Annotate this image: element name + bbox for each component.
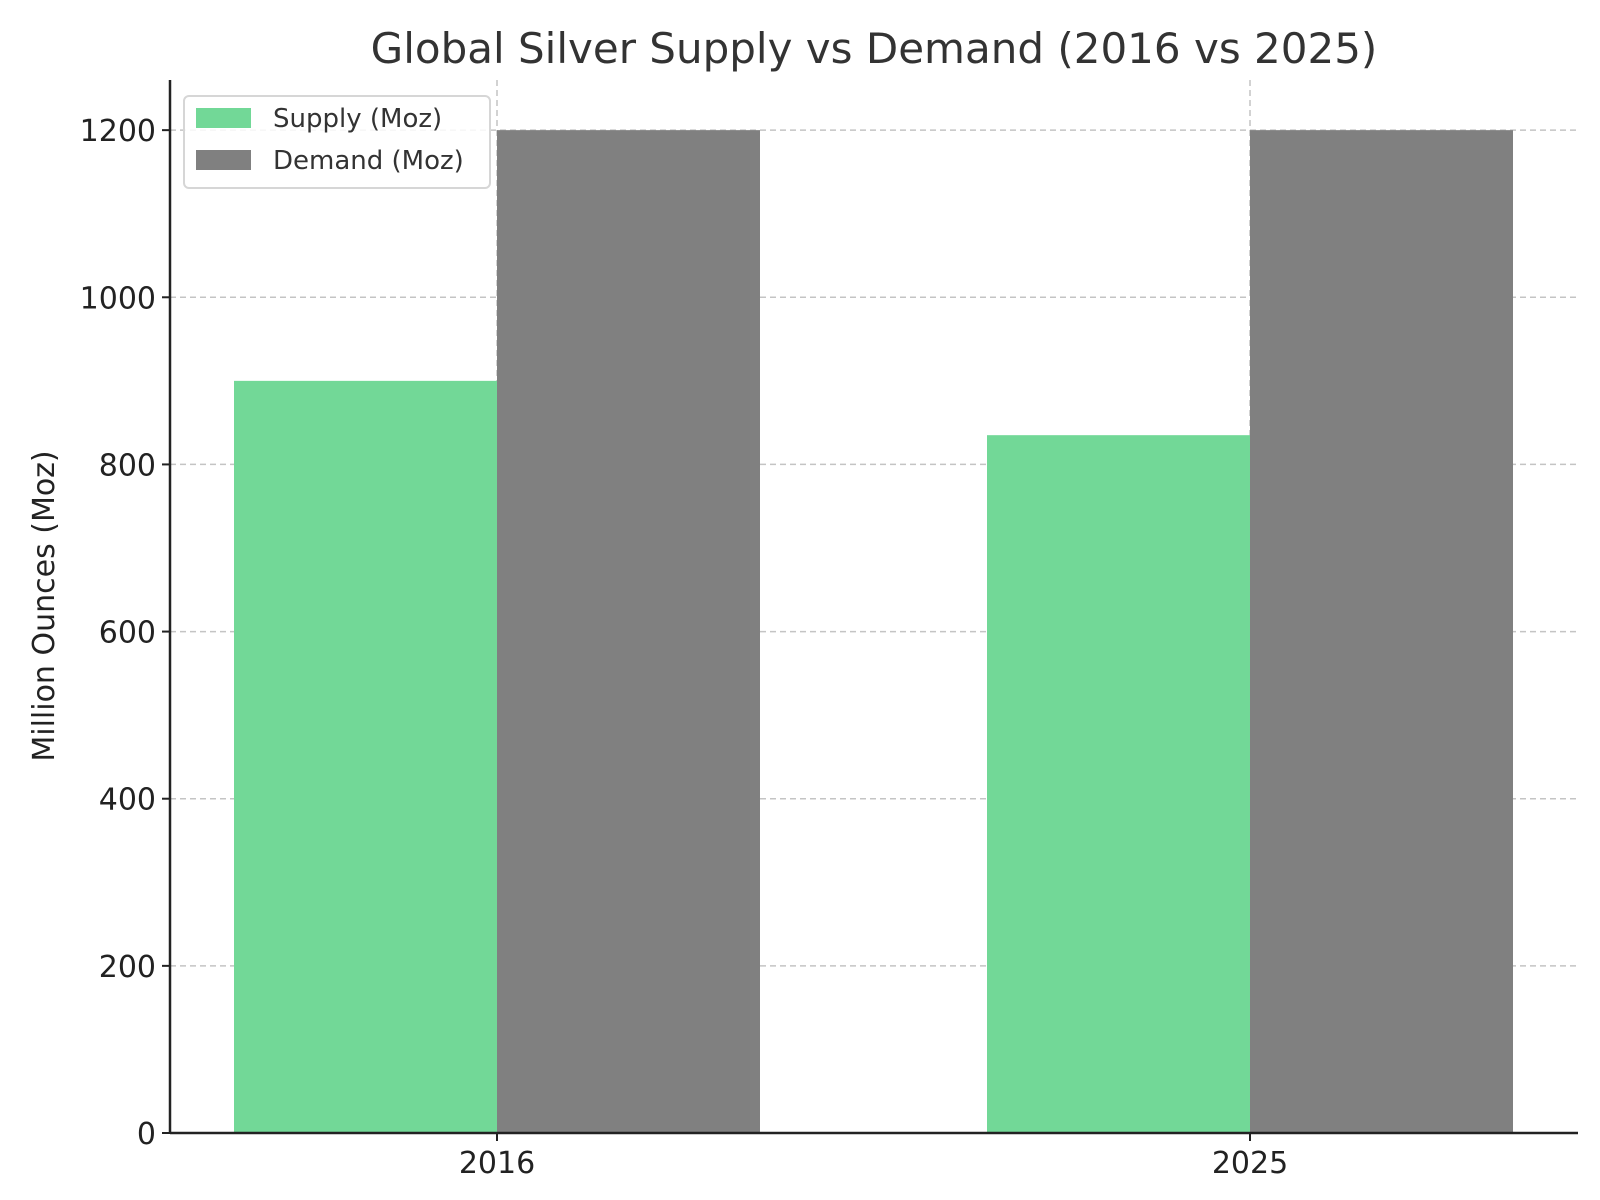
- legend-label: Supply (Moz): [273, 104, 442, 134]
- legend: Supply (Moz) Demand (Moz): [183, 95, 491, 189]
- y-tick-label: 200: [99, 950, 156, 985]
- x-tick-label: 2025: [1212, 1146, 1288, 1181]
- legend-frame: [183, 95, 491, 189]
- y-tick-label: 1000: [80, 281, 156, 316]
- bar-supply-2016: [234, 380, 497, 1133]
- bars: [234, 130, 1513, 1134]
- legend-swatch: [196, 108, 251, 128]
- legend-swatch: [196, 150, 251, 170]
- tick-labels: 0 200 400 600 800 1000 1200 2016 2025: [80, 114, 1289, 1181]
- y-tick-label: 400: [99, 783, 156, 818]
- y-tick-label: 0: [137, 1117, 156, 1152]
- y-tick-label: 800: [99, 448, 156, 483]
- x-tick-label: 2016: [459, 1146, 535, 1181]
- chart-title: Global Silver Supply vs Demand (2016 vs …: [371, 24, 1378, 73]
- bar-supply-2025: [987, 435, 1250, 1133]
- y-axis-label: Million Ounces (Moz): [27, 450, 62, 761]
- bar-demand-2016: [497, 130, 760, 1134]
- bar-demand-2025: [1250, 130, 1513, 1134]
- y-tick-label: 600: [99, 616, 156, 651]
- y-tick-label: 1200: [80, 114, 156, 149]
- legend-label: Demand (Moz): [273, 146, 464, 176]
- axes: [168, 80, 1578, 1135]
